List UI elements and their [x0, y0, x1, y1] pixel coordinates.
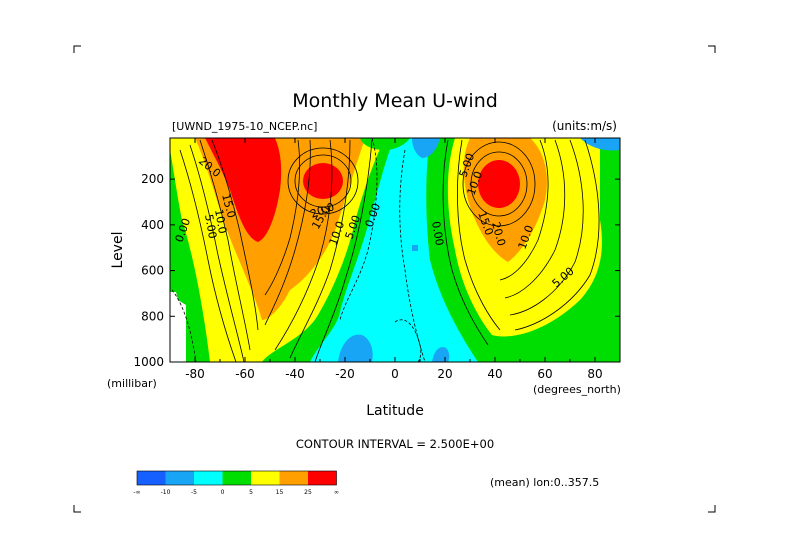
units-label: (units:m/s): [552, 119, 617, 133]
contour-label: 15.0: [219, 192, 238, 219]
colorbar-label: 25: [304, 489, 312, 496]
y-tick-label: 400: [141, 218, 164, 232]
x-axis: -80 -60 -40 -20 0 20 40 60 80: [169, 138, 621, 381]
crop-marks: [73, 45, 716, 513]
x-axis-title: Latitude: [366, 403, 424, 419]
polar-green-edge: [186, 305, 200, 362]
colorbar-frame: [136, 470, 337, 486]
topography-mask: [170, 292, 186, 362]
sh-fill-25-plus-polar: [205, 138, 282, 242]
colorbar-label: ∞: [334, 489, 339, 496]
strat-blue-patch-1: [412, 138, 440, 158]
x-tick-label: 80: [587, 367, 602, 381]
x-tick-label: 40: [487, 367, 502, 381]
colorbar-swatch: [222, 471, 251, 485]
y-tick-label: 1000: [133, 355, 164, 369]
x-tick-label: 60: [537, 367, 552, 381]
chart-title: Monthly Mean U-wind: [292, 90, 498, 112]
strat-green-patch: [360, 138, 410, 150]
colorbar-swatch: [194, 471, 223, 485]
x-tick-label: -20: [335, 367, 355, 381]
colorbar: -∞ -10 -5 0 5 15 25 ∞: [133, 470, 339, 496]
contour-label: 0.00: [429, 220, 446, 246]
x-tick-label: -40: [285, 367, 305, 381]
x-tick-label: -60: [235, 367, 255, 381]
colorbar-label: 15: [276, 489, 284, 496]
contour-lines: [179, 139, 600, 362]
colorbar-label: 0: [221, 489, 225, 496]
x-tick-label: 0: [391, 367, 399, 381]
x-tick-label: -80: [185, 367, 205, 381]
contour-label: 20.0: [489, 220, 508, 247]
contour-label: 10.0: [212, 208, 229, 234]
dataset-label: [UWND_1975-10_NCEP.nc]: [172, 120, 317, 133]
colorbar-label: -∞: [133, 489, 140, 496]
contour-label: 5.00: [202, 213, 219, 239]
colorbar-label: 5: [249, 489, 253, 496]
y-axis: 200 400 600 800 1000: [133, 172, 620, 369]
colorbar-swatch: [137, 471, 166, 485]
y-axis-units: (millibar): [107, 377, 157, 390]
nh-fill-25-plus: [478, 160, 520, 208]
y-tick-label: 600: [141, 264, 164, 278]
colorbar-label: -10: [161, 489, 171, 496]
easterly-patch-3: [412, 245, 418, 251]
lon-note: (mean) lon:0..357.5: [490, 476, 599, 489]
colorbar-label: -5: [191, 489, 197, 496]
easterly-patch-1: [338, 334, 373, 362]
colorbar-swatch: [165, 471, 194, 485]
x-tick-label: 20: [437, 367, 452, 381]
y-tick-label: 200: [141, 172, 164, 186]
y-axis-title: Level: [110, 232, 126, 269]
colorbar-swatch: [308, 471, 337, 485]
y-tick-label: 800: [141, 309, 164, 323]
contour-interval-text: CONTOUR INTERVAL = 2.500E+00: [296, 437, 494, 451]
strat-blue-patch-2: [580, 138, 620, 151]
contour-fill: [170, 138, 620, 362]
x-axis-units: (degrees_north): [533, 383, 621, 396]
dashed-contours: [171, 138, 426, 362]
sh-fill-25-plus-subtropical: [303, 163, 343, 199]
colorbar-swatch: [279, 471, 308, 485]
colorbar-swatch: [251, 471, 280, 485]
